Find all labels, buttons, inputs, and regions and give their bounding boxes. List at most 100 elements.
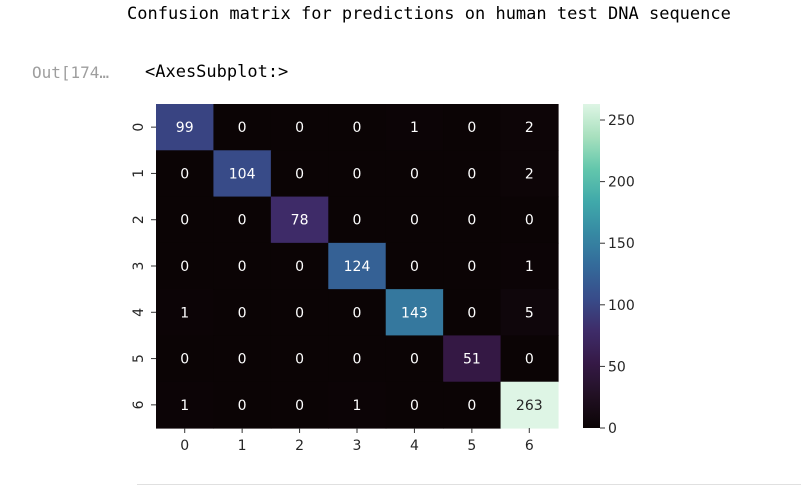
- cell-annotation-6-0: 1: [180, 398, 189, 414]
- heatmap-cell-0-3: [328, 104, 387, 151]
- cell-annotation-2-3: 0: [353, 213, 362, 229]
- colorbar-tick-label-4: 200: [608, 175, 635, 191]
- cell-annotation-0-1: 0: [238, 120, 247, 136]
- cell-annotation-4-1: 0: [238, 305, 247, 321]
- cell-annotation-2-0: 0: [180, 213, 189, 229]
- cell-annotation-0-6: 2: [525, 120, 534, 136]
- cell-annotation-6-3: 1: [353, 398, 362, 414]
- heatmap-cell-0-1: [213, 104, 272, 151]
- cell-annotation-3-4: 0: [410, 259, 419, 275]
- output-prompt-label[interactable]: Out[174…: [32, 63, 110, 82]
- heatmap-cell-3-2: [270, 242, 329, 290]
- heatmap-cell-4-1: [213, 289, 272, 337]
- heatmap-cell-5-4: [385, 335, 444, 383]
- cell-annotation-2-5: 0: [467, 213, 476, 229]
- cell-annotation-3-3: 124: [344, 259, 371, 275]
- heatmap-cell-2-2: [270, 196, 329, 244]
- heatmap-axes: 0 1 2 3 4 5 6 0 1 2 3 4 5 6: [131, 123, 534, 454]
- output-divider: [137, 484, 801, 485]
- heatmap-cell-4-5: [443, 289, 502, 337]
- cell-annotation-6-6: 263: [516, 398, 543, 414]
- y-tick-label-0: 0: [131, 123, 147, 132]
- heatmap-cell-1-0: [156, 150, 215, 198]
- y-tick-label-3: 3: [131, 262, 147, 271]
- cell-annotation-5-3: 0: [353, 352, 362, 368]
- heatmap-cell-0-2: [270, 104, 329, 151]
- cell-annotation-3-0: 0: [180, 259, 189, 275]
- heatmap-cell-4-3: [328, 289, 387, 337]
- cell-annotation-1-4: 0: [410, 166, 419, 182]
- cell-annotation-6-1: 0: [238, 398, 247, 414]
- heatmap-cell-1-5: [443, 150, 502, 198]
- heatmap-cell-5-6: [500, 335, 559, 383]
- cell-annotation-5-1: 0: [238, 352, 247, 368]
- x-tick-label-5: 5: [467, 438, 476, 454]
- heatmap-cell-0-6: [500, 104, 559, 151]
- x-tick-label-3: 3: [353, 438, 362, 454]
- x-tick-label-6: 6: [525, 438, 534, 454]
- heatmap-cell-5-3: [328, 335, 387, 383]
- heatmap-cell-6-5: [443, 381, 502, 429]
- heatmap-cell-5-2: [270, 335, 329, 383]
- heatmap-cell-2-3: [328, 196, 387, 244]
- heatmap-cell-0-5: [443, 104, 502, 151]
- cell-annotation-1-3: 0: [353, 166, 362, 182]
- heatmap-cell-3-4: [385, 242, 444, 290]
- heatmap-cell-1-2: [270, 150, 329, 198]
- cell-annotation-0-4: 1: [410, 120, 419, 136]
- cell-annotation-5-6: 0: [525, 352, 534, 368]
- heatmap-cell-1-3: [328, 150, 387, 198]
- cell-annotation-4-2: 0: [295, 305, 304, 321]
- colorbar-tick-label-2: 100: [608, 298, 635, 314]
- cell-annotation-2-2: 78: [291, 213, 309, 229]
- cell-annotation-5-4: 0: [410, 352, 419, 368]
- cell-annotation-3-2: 0: [295, 259, 304, 275]
- heatmap-cell-5-1: [213, 335, 272, 383]
- heatmap-cell-4-4: [385, 289, 444, 337]
- y-tick-label-6: 6: [131, 400, 147, 409]
- y-tick-label-4: 4: [131, 308, 147, 317]
- heatmap-cell-3-1: [213, 242, 272, 290]
- colorbar-tick-label-0: 0: [608, 421, 617, 437]
- heatmap-cell-3-0: [156, 242, 215, 290]
- cell-annotation-1-0: 0: [180, 166, 189, 182]
- cell-annotation-3-6: 1: [525, 259, 534, 275]
- heatmap-cell-6-1: [213, 381, 272, 429]
- heatmap-cell-0-0: [156, 104, 215, 151]
- heatmap-cell-3-6: [500, 242, 559, 290]
- heatmap-cell-6-0: [156, 381, 215, 429]
- cell-annotation-2-1: 0: [238, 213, 247, 229]
- cell-annotation-0-3: 0: [353, 120, 362, 136]
- cell-annotation-0-5: 0: [467, 120, 476, 136]
- cell-annotation-5-0: 0: [180, 352, 189, 368]
- heatmap-cell-2-1: [213, 196, 272, 244]
- y-tick-label-1: 1: [131, 169, 147, 178]
- heatmap-cell-3-3: [328, 242, 387, 290]
- y-tick-label-2: 2: [131, 215, 147, 224]
- heatmap-cell-2-4: [385, 196, 444, 244]
- heatmap-cell-4-2: [270, 289, 329, 337]
- heatmap-cell-5-5: [443, 335, 502, 383]
- heatmap-cell-2-5: [443, 196, 502, 244]
- colorbar-gradient: [583, 104, 600, 428]
- heatmap-cell-2-0: [156, 196, 215, 244]
- cell-annotation-1-5: 0: [467, 166, 476, 182]
- x-tick-label-0: 0: [180, 438, 189, 454]
- cell-annotation-4-0: 1: [180, 305, 189, 321]
- heatmap-cell-6-2: [270, 381, 329, 429]
- colorbar-tick-label-3: 150: [608, 236, 635, 252]
- cell-annotation-4-3: 0: [353, 305, 362, 321]
- heatmap-cell-4-6: [500, 289, 559, 337]
- heatmap-cells: 99 0 0 0 1 0 2 0 104 0 0 0 0 2 0 0 78 0 0 0 0 0 0 0 124 0 0 1 1 0 0 0 14…: [156, 104, 559, 429]
- cell-annotation-6-5: 0: [467, 398, 476, 414]
- y-tick-label-5: 5: [131, 354, 147, 363]
- x-tick-label-1: 1: [238, 438, 247, 454]
- heatmap-cell-3-5: [443, 242, 502, 290]
- heatmap-cell-1-6: [500, 150, 559, 198]
- cell-annotation-1-2: 0: [295, 166, 304, 182]
- cell-annotation-2-4: 0: [410, 213, 419, 229]
- cell-annotation-4-6: 5: [525, 305, 534, 321]
- cell-annotation-5-2: 0: [295, 352, 304, 368]
- cell-annotation-2-6: 0: [525, 213, 534, 229]
